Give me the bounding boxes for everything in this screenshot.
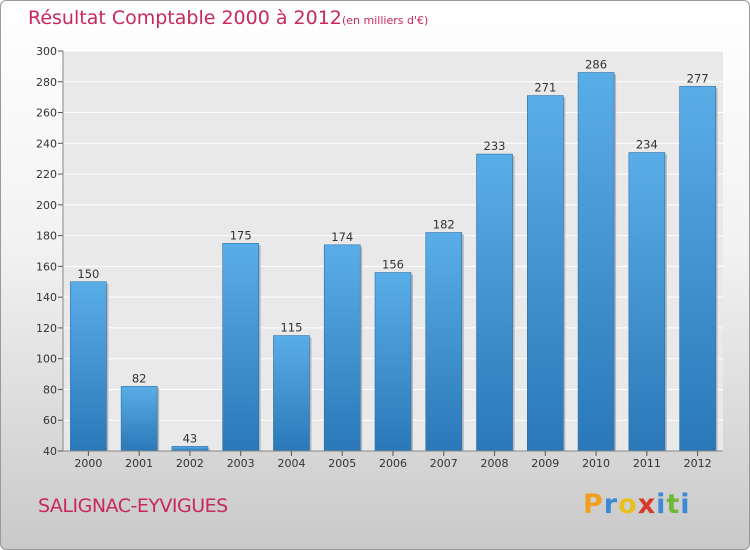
y-tick-label: 200 <box>36 199 57 212</box>
data-label-2011: 234 <box>636 138 658 152</box>
data-label-2008: 233 <box>484 139 506 153</box>
commune-name: SALIGNAC-EYVIGUES <box>38 495 228 517</box>
y-tick-label: 100 <box>36 353 57 366</box>
data-label-2005: 174 <box>331 230 353 244</box>
bar-2011 <box>628 152 666 452</box>
bar-2005 <box>323 244 361 452</box>
x-tick-label: 2005 <box>328 457 356 470</box>
bar-2000 <box>70 281 107 452</box>
logo-letter: t <box>666 489 681 520</box>
y-tick-label: 120 <box>36 322 57 335</box>
x-tick-label: 2004 <box>277 457 305 470</box>
bars <box>70 72 718 452</box>
y-axis: 40 60 80 100 120 140 160 180 200 220 240 260 280 300 <box>36 45 64 458</box>
data-label-2009: 271 <box>534 81 556 95</box>
data-label-2001: 82 <box>132 371 147 385</box>
y-tick-label: 220 <box>36 168 57 181</box>
data-label-2006: 156 <box>382 258 404 272</box>
y-tick-label: 40 <box>43 445 57 458</box>
y-tick-label: 280 <box>36 76 57 89</box>
logo-letter: i <box>656 489 667 520</box>
logo-letter: o <box>618 489 638 520</box>
logo-letter: P <box>583 489 604 520</box>
x-tick-label: 2010 <box>582 457 610 470</box>
bar-2004 <box>273 335 310 452</box>
y-tick-label: 300 <box>36 45 57 58</box>
y-tick-label: 180 <box>36 230 57 243</box>
x-tick-label: 2007 <box>430 457 458 470</box>
bar-2009 <box>527 95 564 452</box>
proxiti-logo[interactable]: Proxiti <box>583 489 691 520</box>
x-tick-label: 2011 <box>633 457 661 470</box>
logo-letter: i <box>680 489 691 520</box>
x-tick-label: 2002 <box>176 457 204 470</box>
x-tick-label: 2000 <box>74 457 102 470</box>
bar-2002 <box>171 446 209 452</box>
x-tick-label: 2001 <box>125 457 153 470</box>
y-tick-label: 240 <box>36 137 57 150</box>
bar-2003 <box>222 243 259 452</box>
data-label-2007: 182 <box>433 218 455 232</box>
bar-2010 <box>577 72 615 452</box>
bar-2008 <box>476 153 513 452</box>
y-tick-label: 140 <box>36 291 57 304</box>
logo-letter: x <box>637 489 657 520</box>
x-tick-label: 2003 <box>227 457 255 470</box>
data-label-2012: 277 <box>687 71 709 85</box>
y-tick-label: 80 <box>43 383 57 396</box>
chart-subtitle: (en milliers d'€) <box>342 14 429 27</box>
x-tick-label: 2008 <box>481 457 509 470</box>
bar-2012 <box>679 86 716 452</box>
x-axis: 2000 2001 2002 2003 2004 2005 2006 2007 2008 2009… <box>63 450 723 470</box>
y-tick-label: 160 <box>36 260 57 273</box>
x-tick-label: 2009 <box>531 457 559 470</box>
x-tick-label: 2012 <box>684 457 712 470</box>
data-label-2004: 115 <box>280 321 302 335</box>
bar-2001 <box>120 386 158 452</box>
logo-letter: r <box>603 489 619 520</box>
bar-2007 <box>425 232 463 452</box>
data-label-2002: 43 <box>183 431 198 445</box>
data-labels: 150 82 43 175 115 174 156 182 233 271 286 234 277 <box>77 58 708 446</box>
data-label-2010: 286 <box>585 58 607 72</box>
data-label-2003: 175 <box>230 228 252 242</box>
x-tick-label: 2006 <box>379 457 407 470</box>
y-tick-label: 60 <box>43 414 57 427</box>
data-label-2000: 150 <box>77 267 99 281</box>
bar-2006 <box>374 272 412 452</box>
chart-title: Résultat Comptable 2000 à 2012 <box>28 7 342 29</box>
y-tick-label: 260 <box>36 107 57 120</box>
